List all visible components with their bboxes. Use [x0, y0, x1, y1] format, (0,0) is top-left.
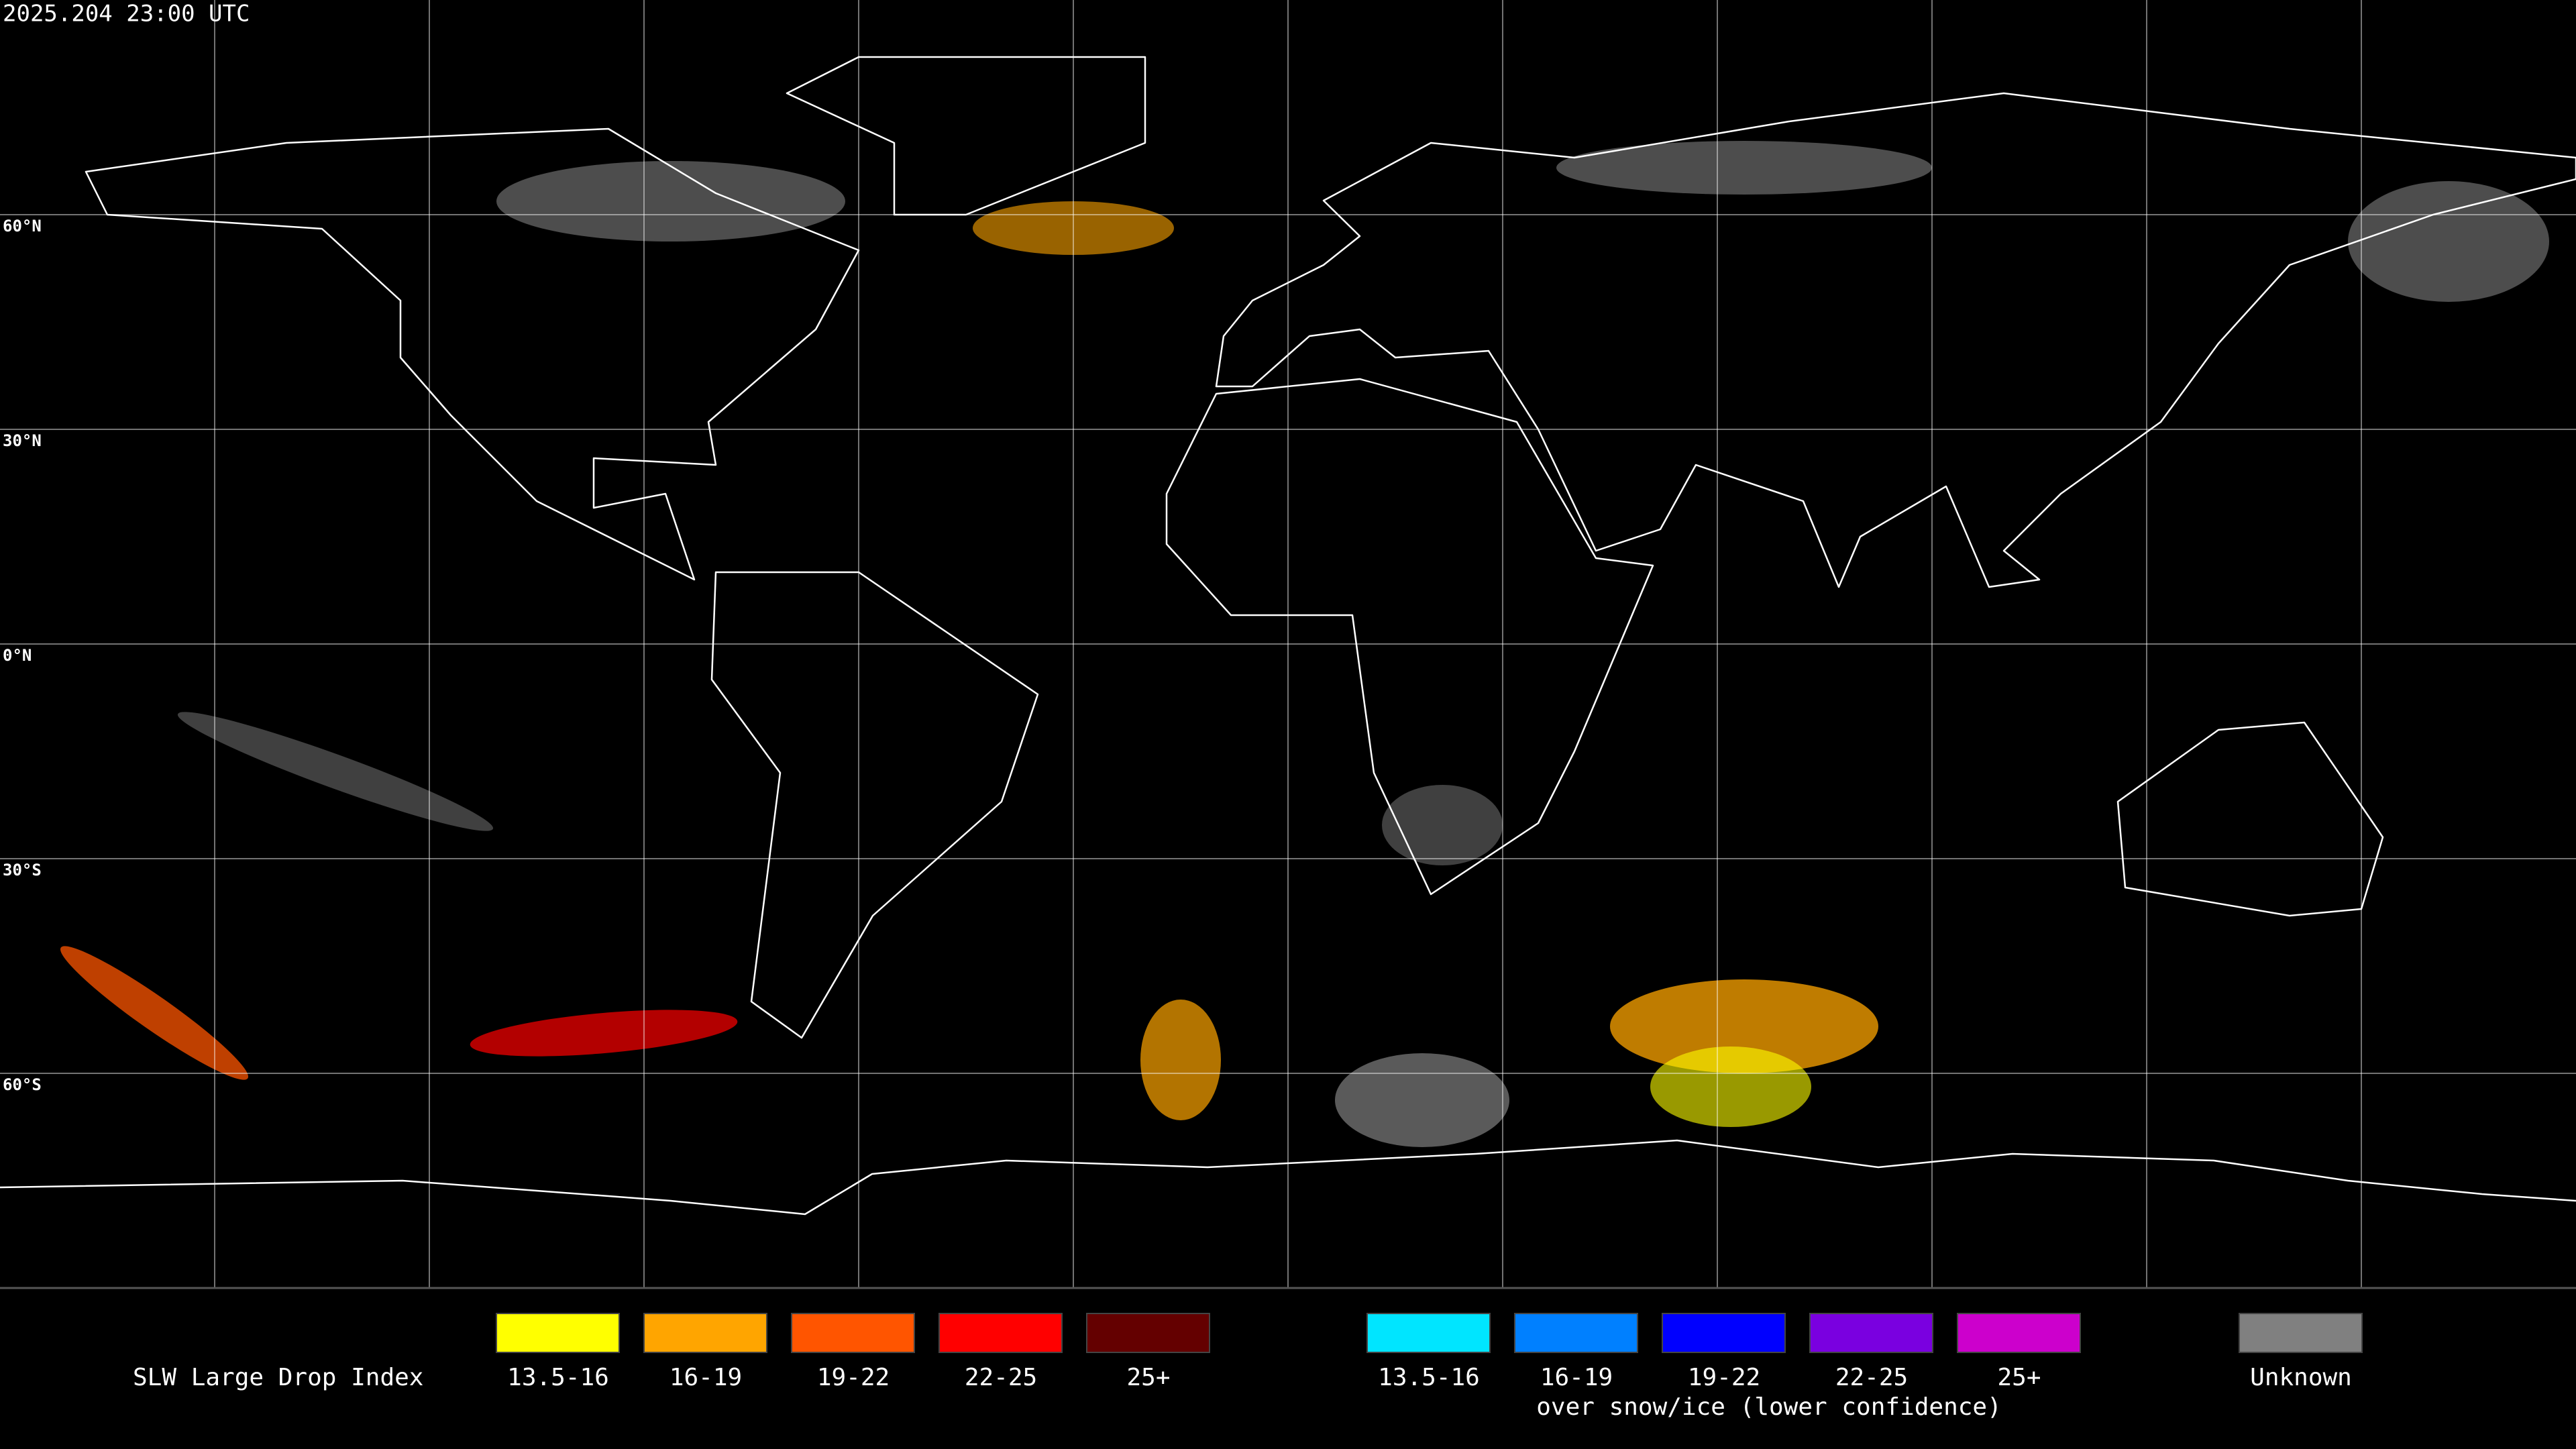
snow-note: over snow/ice (lower confidence)	[1536, 1393, 2002, 1421]
cloud	[1382, 785, 1503, 865]
legend-label: 13.5-16	[507, 1364, 609, 1391]
coastline	[85, 127, 860, 581]
legend-label: 16-19	[1540, 1364, 1613, 1391]
legend-label: 22-25	[1835, 1364, 1908, 1391]
legend-swatch	[1366, 1313, 1491, 1353]
legend-swatch	[1809, 1313, 1933, 1353]
cloud	[177, 712, 494, 831]
legend: 13.5-16 16-19 19-22 22-25 25+ 13.5-16 16-19 19-…	[496, 1313, 2363, 1391]
latitude-label: 60°N	[3, 217, 42, 235]
cloud	[2348, 181, 2549, 302]
legend-swatch	[1086, 1313, 1210, 1353]
cloud	[1140, 1000, 1221, 1120]
cloud	[1650, 1046, 1811, 1127]
latitude-label: 60°S	[3, 1075, 42, 1094]
legend-label: 25+	[1997, 1364, 2041, 1391]
cloud	[1335, 1053, 1509, 1147]
coastline	[0, 1139, 2576, 1216]
latitude-label: 30°S	[3, 861, 42, 879]
graticule: 60°N 30°N 0°N 30°S 60°S	[0, 0, 2576, 1288]
latitude-label: 30°N	[3, 431, 42, 450]
legend-swatch	[938, 1313, 1063, 1353]
coastline	[1215, 92, 2576, 588]
legend-label: 25+	[1126, 1364, 1170, 1391]
legend-swatch	[2239, 1313, 2363, 1353]
legend-swatch	[496, 1313, 620, 1353]
cloud	[470, 1010, 738, 1057]
cloud	[1556, 141, 1932, 195]
legend-label: 13.5-16	[1378, 1364, 1480, 1391]
cloud	[496, 161, 845, 241]
cloud	[1610, 979, 1878, 1073]
legend-label: Unknown	[2250, 1364, 2352, 1391]
legend-swatch	[1514, 1313, 1638, 1353]
latitude-label: 0°N	[3, 646, 32, 665]
coastline	[2116, 721, 2384, 917]
cloud	[973, 201, 1174, 255]
coastline	[786, 56, 1146, 216]
coastline	[1165, 378, 1654, 896]
cloud	[60, 946, 248, 1080]
legend-label: 22-25	[965, 1364, 1037, 1391]
coastlines	[0, 56, 2576, 1216]
cloud-field	[60, 141, 2549, 1147]
legend-label: 19-22	[817, 1364, 890, 1391]
legend-label: 16-19	[669, 1364, 742, 1391]
legend-label: 19-22	[1688, 1364, 1760, 1391]
legend-title: SLW Large Drop Index	[133, 1364, 423, 1391]
legend-swatch	[1957, 1313, 2081, 1353]
legend-swatch	[1662, 1313, 1786, 1353]
legend-swatch	[643, 1313, 767, 1353]
legend-swatch	[791, 1313, 915, 1353]
timestamp: 2025.204 23:00 UTC	[3, 1, 250, 28]
coastline	[710, 571, 1039, 1039]
